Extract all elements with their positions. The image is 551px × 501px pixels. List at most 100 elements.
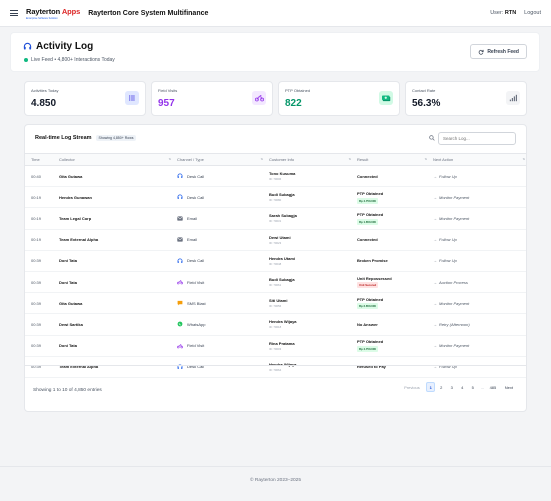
pagination-page-2[interactable]: 2	[440, 384, 443, 390]
pagination-previous-button[interactable]: Previous	[404, 384, 420, 390]
next-action-cell: → Follow Up	[430, 250, 526, 272]
next-action-cell: → Monitor Payment	[430, 186, 526, 209]
col-header-collector[interactable]: Collector ⇅	[56, 153, 174, 166]
next-action-cell: → Follow Up	[430, 229, 526, 251]
refresh-icon	[479, 49, 484, 55]
column-label: Customer Info	[269, 157, 295, 162]
table-row[interactable]: 00:19 Team External Alpha Email Dewi Utami I…	[25, 229, 526, 251]
customer-cell: Sarah Subagja ID: 70031	[266, 207, 354, 230]
search-log-input[interactable]	[443, 135, 511, 141]
customer-name: Tono Kusuma	[269, 171, 296, 177]
customer-id: ID: 70056	[269, 304, 282, 309]
result-badge: Rp 2.650.000	[357, 303, 378, 310]
table-row[interactable]: 00:39 Dewi Sartika WhatsApp Hendra Wijaya ID…	[25, 313, 526, 336]
customer-cell: Tono Kusuma ID: 70006	[266, 165, 354, 188]
table-row[interactable]: 00:19 Hendra Gunawan Desk Call Budi Subagja…	[25, 186, 526, 209]
pagination-page-1[interactable]: 1	[426, 382, 436, 392]
customer-cell: Hendra Utami ID: 70048	[266, 250, 354, 272]
next-action-cell: → Follow Up	[430, 356, 526, 378]
next-action-cell: → Monitor Payment	[430, 335, 526, 357]
customer-name: Dewi Utami	[269, 234, 291, 240]
app-title: Rayterton Core System Multifinance	[88, 9, 209, 17]
logout-link[interactable]: Logout	[524, 10, 541, 16]
stat-value: 56.3%	[412, 98, 441, 109]
next-action-link[interactable]: Follow Up	[439, 173, 457, 179]
collector-cell: Dewi Sartika	[56, 313, 174, 336]
result-text: Connected	[357, 173, 378, 179]
table-row[interactable]: 00:39 Team External Alpha Desk Call Hendra …	[25, 356, 526, 378]
headset-icon	[177, 173, 183, 179]
col-header-customer[interactable]: Customer Info ⇅	[266, 153, 354, 166]
result-cell: Refused to Pay	[354, 356, 430, 378]
next-action-link[interactable]: Follow Up	[439, 364, 457, 370]
result-text: PTP Obtained	[357, 212, 384, 218]
col-header-next-action[interactable]: Next Action ⇅	[430, 153, 526, 166]
next-action-cell: → Retry (Afternoon)	[430, 313, 526, 336]
menu-icon[interactable]	[10, 10, 18, 16]
time-cell: 00:19	[25, 186, 56, 209]
page-title: Activity Log	[23, 41, 93, 52]
pagination-next-button[interactable]: Next	[504, 384, 513, 390]
time-cell: 00:39	[25, 292, 56, 315]
result-text: No Answer	[357, 321, 378, 327]
collector-cell: Doni Tata	[56, 271, 174, 294]
table-row[interactable]: 00:39 Doni Tata Desk Call Hendra Utami ID: 7…	[25, 250, 526, 272]
customer-id: ID: 70006	[269, 177, 282, 182]
arrow-right-icon: →	[433, 279, 437, 285]
next-action-link[interactable]: Auction Process	[439, 279, 468, 285]
result-text: Unit Repossessed	[357, 275, 392, 281]
table-row[interactable]: 00:39 Gita Gutawa SMS Blast Siti Utami ID: 7…	[25, 292, 526, 315]
table-row[interactable]: 00:39 Doni Tata Field Visit Budi Subagja ID:…	[25, 271, 526, 294]
customer-name: Hendra Utami	[269, 255, 296, 261]
refresh-feed-button[interactable]: Refresh Feed	[470, 44, 527, 59]
live-dot-icon	[24, 58, 28, 62]
channel-label: Field Visit	[187, 279, 205, 285]
customer-id: ID: 70080	[269, 198, 282, 203]
whatsapp-icon	[177, 321, 183, 327]
next-action-cell: → Follow Up	[430, 165, 526, 188]
arrow-right-icon: →	[433, 215, 437, 221]
next-action-link[interactable]: Monitor Payment	[439, 194, 470, 200]
result-text: PTP Obtained	[357, 191, 384, 197]
arrow-right-icon: →	[433, 343, 437, 349]
pagination-page-3[interactable]: 3	[450, 384, 453, 390]
top-navbar: Rayterton Apps Enterprise Software Solut…	[0, 0, 551, 27]
customer-cell: Hendra Wijaya ID: 70064	[266, 356, 354, 378]
arrow-right-icon: →	[433, 258, 437, 264]
brand-logo[interactable]: Rayterton Apps Enterprise Software Solut…	[26, 7, 80, 20]
motorbike-icon	[252, 91, 266, 105]
table-row[interactable]: 00:40 Gita Gutawa Desk Call Tono Kusuma ID: …	[25, 165, 526, 188]
pagination-page-4[interactable]: 4	[461, 384, 464, 390]
motorbike-icon	[177, 279, 183, 285]
table-row[interactable]: 00:39 Doni Tata Field Visit Rina Pratama ID:…	[25, 335, 526, 357]
pagination-page-5[interactable]: 5	[471, 384, 474, 390]
showing-entries-text: Showing 1 to 10 of 4,850 entries	[33, 388, 102, 393]
next-action-link[interactable]: Monitor Payment	[439, 300, 470, 306]
brand-name: Rayterton	[26, 6, 61, 16]
next-action-link[interactable]: Follow Up	[439, 237, 457, 243]
user-area: User: RTN Logout	[490, 10, 541, 16]
time-cell: 00:39	[25, 356, 56, 378]
channel-cell: Email	[174, 229, 266, 251]
table-header-row: Time Collector ⇅ Channel / Type ⇅ Customer…	[25, 153, 526, 166]
collector-cell: Team External Alpha	[56, 229, 174, 251]
email-icon	[177, 215, 183, 221]
result-cell: PTP Obtained Rp 1.650.000	[354, 207, 430, 230]
table-row[interactable]: 00:19 Team Legal Corp Email Sarah Subagja ID…	[25, 207, 526, 230]
live-feed-text: Live Feed • 4,800+ Interactions Today	[31, 57, 115, 63]
col-header-result[interactable]: Result ⇅	[354, 153, 430, 166]
next-action-link[interactable]: Monitor Payment	[439, 343, 470, 349]
collector-cell: Gita Gutawa	[56, 292, 174, 315]
channel-label: Desk Call	[187, 173, 205, 179]
col-header-channel[interactable]: Channel / Type ⇅	[174, 153, 266, 166]
next-action-link[interactable]: Follow Up	[439, 258, 457, 264]
next-action-link[interactable]: Retry (Afternoon)	[439, 321, 470, 327]
result-text: Refused to Pay	[357, 364, 386, 370]
channel-cell: Field Visit	[174, 335, 266, 357]
channel-label: WhatsApp	[187, 321, 206, 327]
channel-label: Desk Call	[187, 364, 205, 370]
stat-card-activities: Activities Today 4.850	[24, 81, 146, 116]
pagination-page-485[interactable]: 485	[489, 384, 497, 390]
next-action-link[interactable]: Monitor Payment	[439, 215, 470, 221]
col-header-time[interactable]: Time	[25, 153, 56, 166]
